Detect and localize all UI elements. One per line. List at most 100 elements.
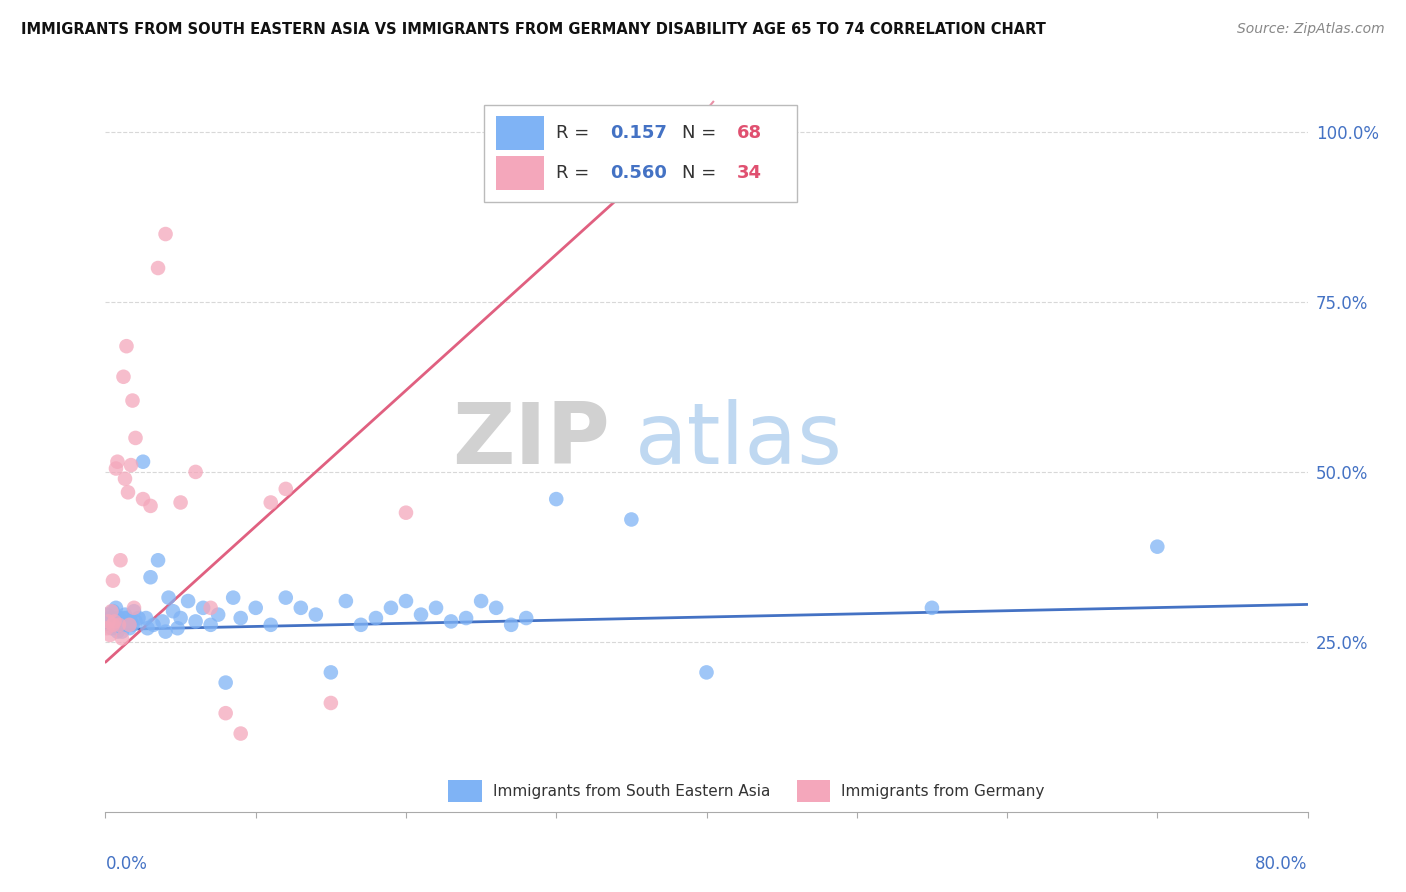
Point: [100, 604, 122, 618]
Point: [440, 615, 463, 629]
Point: [274, 482, 297, 496]
Point: [177, 594, 200, 608]
Point: [104, 461, 127, 475]
Point: [260, 617, 283, 632]
Point: [146, 260, 169, 275]
Point: [290, 600, 312, 615]
Point: [229, 611, 252, 625]
Point: [166, 621, 188, 635]
Point: [395, 506, 418, 520]
Point: [101, 574, 124, 588]
Point: [146, 553, 169, 567]
Text: N =: N =: [682, 124, 723, 142]
Point: [107, 455, 129, 469]
Text: 80.0%: 80.0%: [1256, 855, 1308, 872]
Point: [122, 600, 145, 615]
Point: [122, 604, 145, 618]
Point: [139, 499, 162, 513]
Point: [319, 665, 342, 680]
Point: [118, 617, 141, 632]
Point: [162, 604, 184, 618]
Point: [142, 617, 165, 632]
Point: [135, 611, 157, 625]
Point: [98, 611, 121, 625]
Point: [155, 624, 177, 639]
Text: IMMIGRANTS FROM SOUTH EASTERN ASIA VS IMMIGRANTS FROM GERMANY DISABILITY AGE 65 : IMMIGRANTS FROM SOUTH EASTERN ASIA VS IM…: [21, 22, 1046, 37]
Point: [921, 600, 943, 615]
Point: [350, 617, 373, 632]
Point: [107, 624, 129, 639]
Point: [115, 611, 138, 625]
Point: [97, 615, 120, 629]
Point: [319, 696, 342, 710]
FancyBboxPatch shape: [484, 105, 797, 202]
FancyBboxPatch shape: [496, 156, 544, 190]
Point: [470, 594, 492, 608]
Point: [120, 615, 142, 629]
Text: 0.560: 0.560: [610, 164, 668, 182]
Point: [169, 611, 191, 625]
Point: [96, 621, 118, 635]
Point: [207, 607, 229, 622]
Point: [114, 607, 136, 622]
Point: [118, 621, 141, 635]
Point: [364, 611, 387, 625]
Point: [696, 665, 718, 680]
Point: [305, 607, 328, 622]
Point: [103, 615, 125, 629]
Point: [157, 591, 180, 605]
Point: [184, 615, 207, 629]
Point: [191, 600, 214, 615]
Point: [120, 458, 142, 472]
Text: R =: R =: [557, 124, 595, 142]
Point: [139, 570, 162, 584]
Point: [112, 369, 135, 384]
Point: [132, 492, 155, 507]
Point: [110, 617, 132, 632]
Point: [108, 617, 131, 632]
Point: [101, 617, 124, 632]
Point: [222, 591, 245, 605]
Text: 34: 34: [737, 164, 762, 182]
Point: [124, 431, 146, 445]
FancyBboxPatch shape: [449, 780, 482, 802]
Point: [121, 393, 143, 408]
Point: [110, 553, 132, 567]
Point: [395, 594, 418, 608]
Text: atlas: atlas: [634, 399, 842, 483]
Point: [112, 617, 135, 632]
Text: Immigrants from South Eastern Asia: Immigrants from South Eastern Asia: [492, 783, 770, 798]
Point: [380, 600, 402, 615]
Point: [184, 465, 207, 479]
Point: [101, 604, 124, 618]
Point: [114, 472, 136, 486]
Point: [108, 611, 131, 625]
Point: [546, 492, 568, 507]
Point: [97, 615, 120, 629]
Point: [274, 591, 297, 605]
Point: [100, 621, 122, 635]
Point: [501, 617, 523, 632]
Point: [117, 617, 139, 632]
Point: [229, 726, 252, 740]
Point: [111, 632, 134, 646]
Point: [132, 455, 155, 469]
Point: [200, 617, 222, 632]
Point: [121, 617, 143, 632]
Point: [128, 611, 150, 625]
Text: Source: ZipAtlas.com: Source: ZipAtlas.com: [1237, 22, 1385, 37]
FancyBboxPatch shape: [496, 116, 544, 150]
Point: [104, 600, 127, 615]
Point: [98, 628, 121, 642]
Point: [335, 594, 357, 608]
Text: 68: 68: [737, 124, 762, 142]
Point: [124, 615, 146, 629]
Point: [101, 611, 124, 625]
Point: [152, 615, 174, 629]
Point: [117, 485, 139, 500]
Point: [112, 611, 135, 625]
Text: N =: N =: [682, 164, 723, 182]
Point: [1146, 540, 1168, 554]
Point: [515, 611, 537, 625]
Point: [136, 621, 159, 635]
